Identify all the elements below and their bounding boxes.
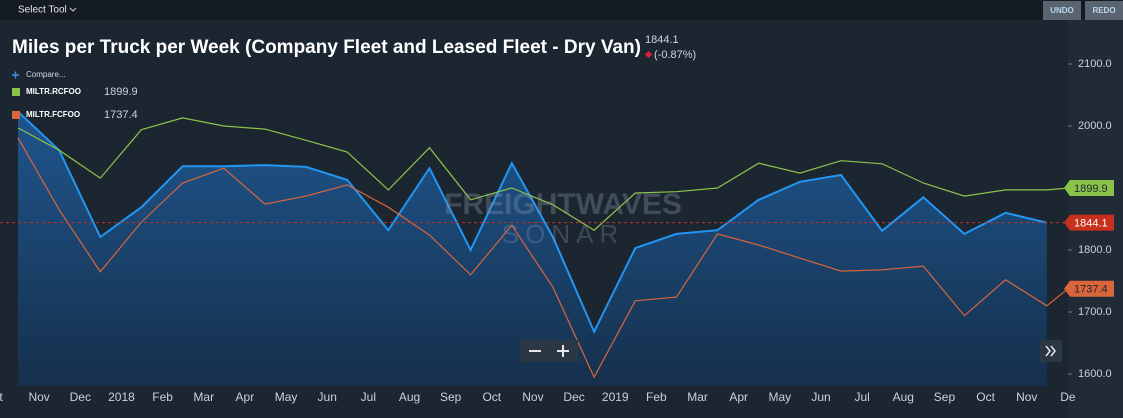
value-tag-label: 1737.4 [1074, 284, 1108, 296]
legend-value: 1737.4 [104, 109, 138, 121]
legend-swatch [12, 111, 20, 119]
line [17, 137, 1069, 379]
last-value: 1844.1 [645, 34, 679, 46]
x-tick-label: May [769, 390, 792, 404]
x-tick-label: Dec [70, 390, 91, 404]
value-tag [1064, 180, 1114, 197]
area [18, 111, 1047, 387]
x-tick-label: Nov [1016, 390, 1037, 404]
value-tag [1064, 214, 1114, 231]
scroll-icon[interactable] [1045, 345, 1056, 357]
x-tick-label: Mar [193, 390, 214, 404]
x-tick-label: Apr [236, 390, 255, 404]
redo-button[interactable] [1085, 1, 1123, 20]
line [17, 117, 1068, 231]
undo-button[interactable] [1043, 1, 1081, 20]
line [17, 110, 1048, 335]
x-tick-label: Sep [440, 390, 462, 404]
x-tick-label: Sep [934, 390, 956, 404]
x-tick-label: May [275, 390, 298, 404]
compare-icon[interactable] [12, 71, 19, 79]
x-tick-label: Aug [399, 390, 420, 404]
y-tick-label: 1800.0 [1078, 244, 1112, 256]
y-tick-label: 2100.0 [1078, 58, 1112, 70]
x-tick-label: Apr [729, 390, 748, 404]
x-tick-label: Feb [152, 390, 173, 404]
legend-label: MILTR.RCFOO [26, 87, 81, 96]
legend-label: MILTR.FCFOO [26, 110, 80, 119]
x-tick-label: Oct [482, 390, 501, 404]
x-tick-label: Oct [976, 390, 995, 404]
zoom-in[interactable] [557, 345, 569, 357]
x-tick-label: Nov [28, 390, 49, 404]
toolbar [0, 0, 1123, 20]
y-tick-label: 1700.0 [1078, 306, 1112, 318]
select-tool[interactable]: Select Tool [18, 5, 67, 16]
x-tick-label: Feb [646, 390, 667, 404]
x-tick-label: Jul [361, 390, 376, 404]
value-tag [1064, 280, 1114, 297]
zoom-control [520, 340, 578, 362]
x-tick-label: Jun [811, 390, 830, 404]
legend: MILTR.RCFOO 1899.9 MILTR.FCFOO 1737.4 [12, 86, 138, 121]
x-tick-label: Dec [563, 390, 584, 404]
x-tick-label: 2019 [602, 390, 629, 404]
legend-swatch [12, 88, 20, 96]
redo-label[interactable]: REDO [1092, 6, 1115, 15]
value-tag-label: 1844.1 [1074, 218, 1108, 230]
plot [0, 110, 1069, 387]
watermark: FREIGHTWAVES [444, 188, 682, 221]
value-tag-label: 1899.9 [1074, 183, 1108, 195]
x-tick-label: Aug [893, 390, 914, 404]
change-icon [644, 50, 653, 59]
x-tick-label: Jul [854, 390, 869, 404]
y-tick-label: 2000.0 [1078, 120, 1112, 132]
watermark: SONAR [502, 219, 624, 249]
undo-label[interactable]: UNDO [1050, 6, 1074, 15]
scroll-button[interactable] [1040, 340, 1062, 362]
x-tick-label: 2018 [108, 390, 135, 404]
x-tick-label: ct [0, 390, 3, 404]
dropdown-icon[interactable] [69, 7, 77, 12]
compare[interactable]: Compare... [26, 70, 66, 79]
x-tick-label: De [1060, 390, 1076, 404]
x-tick-label: Mar [687, 390, 708, 404]
chart-title: Miles per Truck per Week (Company Fleet … [12, 37, 641, 58]
change: (-0.87%) [654, 49, 696, 61]
legend-value: 1899.9 [104, 86, 138, 98]
x-tick-label: Jun [318, 390, 337, 404]
x-tick-label: Nov [522, 390, 543, 404]
y-tick-label: 1600.0 [1078, 368, 1112, 380]
